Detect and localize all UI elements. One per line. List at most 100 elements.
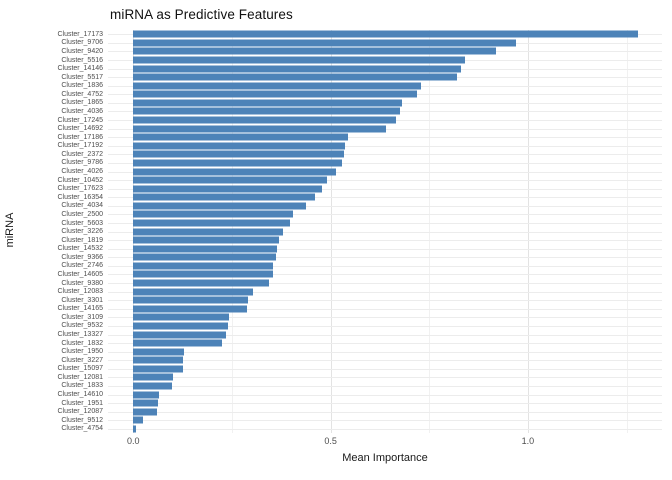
y-axis-label: Cluster_4752	[61, 90, 103, 98]
bar-row	[108, 107, 662, 116]
importance-bar	[133, 90, 418, 98]
bar-row	[108, 47, 662, 56]
bar-row	[108, 339, 662, 348]
importance-bar	[133, 193, 315, 201]
y-gridline	[108, 360, 662, 362]
importance-bar	[133, 296, 249, 304]
bar-rows	[108, 30, 662, 433]
y-gridline	[108, 428, 662, 430]
importance-bar	[133, 116, 396, 124]
importance-bar	[133, 339, 222, 347]
y-axis-label: Cluster_15097	[57, 365, 103, 373]
y-gridline	[108, 162, 662, 164]
bar-row	[108, 39, 662, 48]
bar-row	[108, 244, 662, 253]
y-axis-label: Cluster_9380	[61, 279, 103, 287]
x-tick-label: 0.0	[127, 436, 140, 446]
importance-bar	[133, 416, 144, 424]
bar-row	[108, 210, 662, 219]
bar-row	[108, 142, 662, 151]
y-gridline	[108, 291, 662, 293]
bar-row	[108, 287, 662, 296]
importance-bar	[133, 56, 465, 64]
importance-bar	[133, 305, 248, 313]
y-gridline	[108, 300, 662, 302]
bar-row	[108, 347, 662, 356]
importance-bar	[133, 253, 277, 261]
bar-row	[108, 64, 662, 73]
bar-row	[108, 167, 662, 176]
y-gridline	[108, 231, 662, 233]
bar-row	[108, 159, 662, 168]
y-axis-label: Cluster_17192	[57, 142, 103, 150]
y-gridline	[108, 205, 662, 207]
y-gridline	[108, 420, 662, 422]
y-gridline	[108, 171, 662, 173]
importance-bar	[133, 313, 230, 321]
importance-bar	[133, 331, 226, 339]
importance-bar	[133, 219, 290, 227]
y-axis-label: Cluster_17245	[57, 116, 103, 124]
bar-row	[108, 202, 662, 211]
importance-bar	[133, 107, 400, 115]
y-gridline	[108, 308, 662, 310]
y-axis-label: Cluster_2746	[61, 262, 103, 270]
y-gridline	[108, 343, 662, 345]
bar-row	[108, 313, 662, 322]
y-axis-label: Cluster_4026	[61, 168, 103, 176]
importance-bar	[133, 382, 172, 390]
importance-bar	[133, 73, 457, 81]
y-axis-label: Cluster_1836	[61, 82, 103, 90]
importance-bar	[133, 82, 422, 90]
y-axis-label: Cluster_2500	[61, 210, 103, 218]
x-axis-ticks: 0.0 0.5 1.0	[108, 436, 662, 448]
y-axis-label: Cluster_1950	[61, 348, 103, 356]
y-axis-label: Cluster_14605	[57, 270, 103, 278]
importance-bar	[133, 322, 228, 330]
x-minor-gridline	[626, 30, 628, 433]
y-axis-label: Cluster_3109	[61, 313, 103, 321]
importance-bar	[133, 365, 184, 373]
y-axis-label: Cluster_12087	[57, 408, 103, 416]
y-gridline	[108, 325, 662, 327]
importance-bar	[133, 185, 323, 193]
bar-row	[108, 219, 662, 228]
y-gridline	[108, 240, 662, 242]
y-axis-label: Cluster_9420	[61, 47, 103, 55]
importance-bar	[133, 30, 639, 38]
importance-bar	[133, 133, 349, 141]
y-gridline	[108, 283, 662, 285]
importance-bar	[133, 373, 174, 381]
y-axis-label: Cluster_17173	[57, 30, 103, 38]
bar-row	[108, 253, 662, 262]
y-axis-label: Cluster_12081	[57, 373, 103, 381]
chart-title: miRNA as Predictive Features	[110, 7, 293, 22]
bar-row	[108, 30, 662, 39]
importance-bar	[133, 99, 402, 107]
bar-row	[108, 322, 662, 331]
bar-row	[108, 365, 662, 374]
y-axis-label: Cluster_13327	[57, 331, 103, 339]
y-axis-label: Cluster_1833	[61, 382, 103, 390]
importance-bar	[133, 150, 344, 158]
bar-row	[108, 124, 662, 133]
bar-row	[108, 176, 662, 185]
bar-row	[108, 99, 662, 108]
y-gridline	[108, 274, 662, 276]
x-tick-label: 0.5	[324, 436, 337, 446]
y-gridline	[108, 137, 662, 139]
x-major-gridline	[330, 30, 332, 433]
y-gridline	[108, 377, 662, 379]
bar-row	[108, 116, 662, 125]
y-gridline	[108, 223, 662, 224]
bar-row	[108, 390, 662, 399]
importance-bar	[133, 408, 158, 416]
y-gridline	[108, 334, 662, 336]
y-axis-label: Cluster_3301	[61, 296, 103, 304]
y-axis-label: Cluster_3226	[61, 228, 103, 236]
y-axis-label: Cluster_14146	[57, 65, 103, 73]
bar-row	[108, 133, 662, 142]
importance-bar	[133, 142, 346, 150]
importance-bar	[133, 391, 160, 399]
